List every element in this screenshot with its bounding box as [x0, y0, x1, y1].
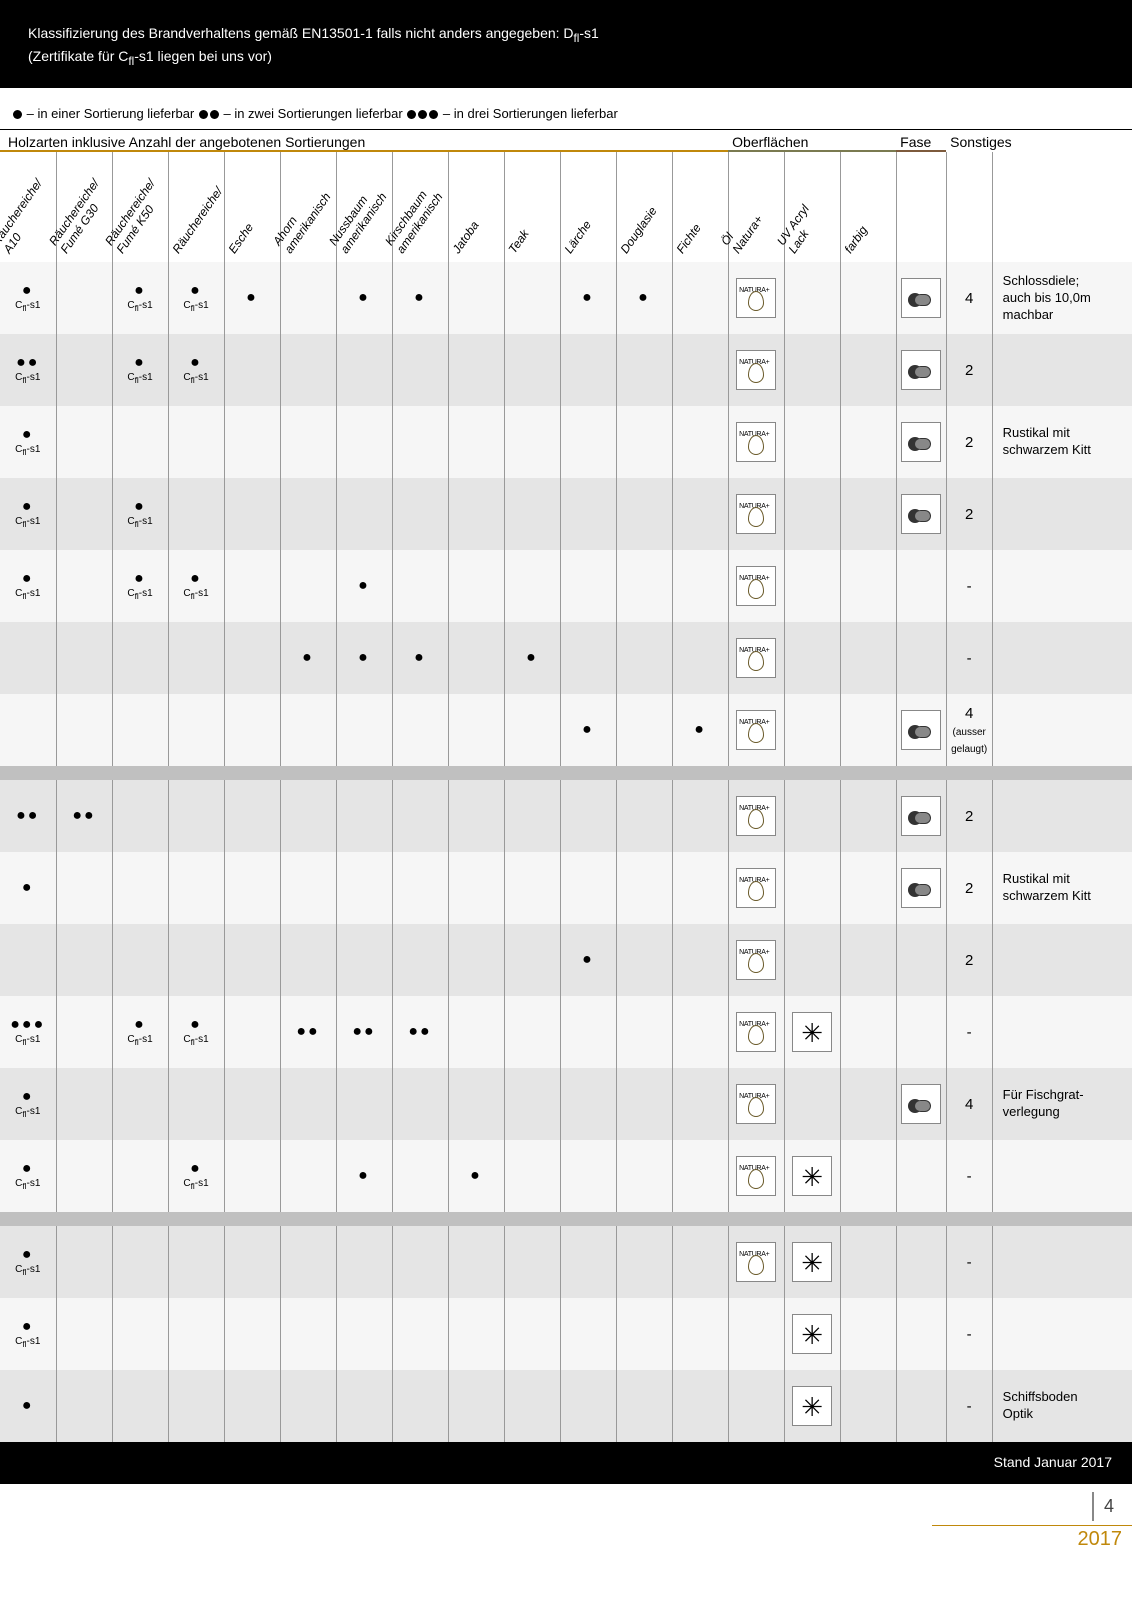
col-header: ÖlNatura+	[728, 152, 784, 262]
banner-line1a: Klassifizierung des Brandverhaltens gemä…	[28, 25, 574, 41]
table-row: ●●●●2	[0, 780, 1132, 852]
table-row: ●Cfl-s1●Cfl-s12	[0, 478, 1132, 550]
col-header: Esche	[224, 152, 280, 262]
col-header: Räuchereiche/Fumé G30	[56, 152, 112, 262]
table-row: ●Cfl-s1●Cfl-s1●Cfl-s1●-	[0, 550, 1132, 622]
note-cell	[992, 780, 1132, 852]
table-row: ●Cfl-s1●Cfl-s1●●-	[0, 1140, 1132, 1212]
note-cell	[992, 478, 1132, 550]
note-cell	[992, 622, 1132, 694]
note-cell	[992, 1298, 1132, 1370]
col-header: Räuchereiche/Fumé K50	[112, 152, 168, 262]
banner-line2a: (Zertifikate für C	[28, 48, 128, 64]
col-header: Lärche	[560, 152, 616, 262]
banner-line2b: -s1 liegen bei uns vor)	[134, 48, 272, 64]
banner-line1b: -s1	[579, 25, 598, 41]
legend-t1: – in einer Sortierung lieferbar	[23, 106, 198, 121]
main-table: Holzarten inklusive Anzahl der angeboten…	[0, 129, 1132, 1442]
note-cell	[992, 1140, 1132, 1212]
legend-t3: – in drei Sortierungen lieferbar	[439, 106, 618, 121]
note-cell	[992, 1226, 1132, 1298]
table-row: ●Cfl-s1●Cfl-s1●Cfl-s1●●●●●4Schlossdiele;…	[0, 262, 1132, 334]
table-row: ●●4 (aussergelaugt)	[0, 694, 1132, 766]
table-row: ●Cfl-s12Rustikal mitschwarzem Kitt	[0, 406, 1132, 478]
legend: – in einer Sortierung lieferbar – in zwe…	[0, 88, 1132, 129]
col-header: farbig	[840, 152, 896, 262]
col-header: Douglasie	[616, 152, 672, 262]
table-row: ●Cfl-s1-	[0, 1298, 1132, 1370]
table-row: ●●Cfl-s1●Cfl-s1●Cfl-s12	[0, 334, 1132, 406]
note-cell: SchiffsbodenOptik	[992, 1370, 1132, 1442]
table-row: ●●●Cfl-s1●Cfl-s1●Cfl-s1●●●●●●-	[0, 996, 1132, 1068]
note-cell: Rustikal mitschwarzem Kitt	[992, 852, 1132, 924]
col-header: Räuchereiche/A10	[0, 152, 56, 262]
col-header: UV AcrylLack	[784, 152, 840, 262]
col-header: Teak	[504, 152, 560, 262]
col-header: Kirschbaumamerikanisch	[392, 152, 448, 262]
col-header: Nussbaumamerikanisch	[336, 152, 392, 262]
col-header: Ahornamerikanisch	[280, 152, 336, 262]
note-cell: Rustikal mitschwarzem Kitt	[992, 406, 1132, 478]
footer-stand: Stand Januar 2017	[0, 1442, 1132, 1484]
note-cell: Für Fischgrat-verlegung	[992, 1068, 1132, 1140]
table-row: ●2Rustikal mitschwarzem Kitt	[0, 852, 1132, 924]
note-cell	[992, 694, 1132, 766]
col-header: Räuchereiche/	[168, 152, 224, 262]
table-row: ●-SchiffsbodenOptik	[0, 1370, 1132, 1442]
note-cell	[992, 550, 1132, 622]
table-row: ●Cfl-s1-	[0, 1226, 1132, 1298]
footer-year: 2017	[932, 1525, 1132, 1561]
classification-banner: Klassifizierung des Brandverhaltens gemä…	[0, 0, 1132, 88]
col-header: Jatoba	[448, 152, 504, 262]
col-header: Fichte	[672, 152, 728, 262]
page-number: 4	[0, 1484, 1132, 1525]
note-cell	[992, 334, 1132, 406]
table-row: ●●●●-	[0, 622, 1132, 694]
legend-t2: – in zwei Sortierungen lieferbar	[220, 106, 406, 121]
note-cell: Schlossdiele;auch bis 10,0mmachbar	[992, 262, 1132, 334]
table-row: ●Cfl-s14Für Fischgrat-verlegung	[0, 1068, 1132, 1140]
note-cell	[992, 924, 1132, 996]
note-cell	[992, 996, 1132, 1068]
table-row: ●2	[0, 924, 1132, 996]
